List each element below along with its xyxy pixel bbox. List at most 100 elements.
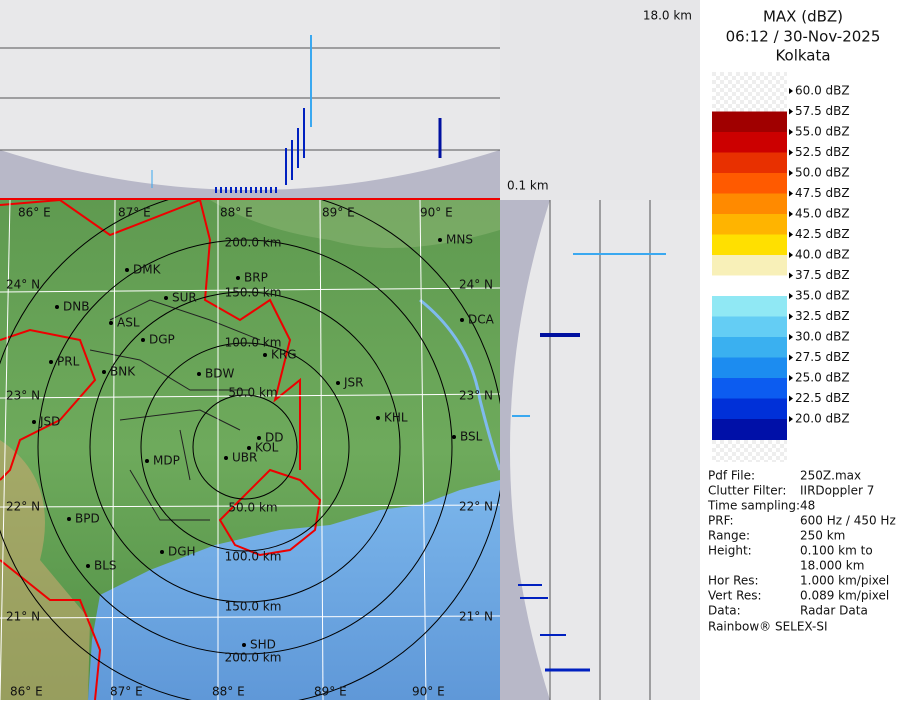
city-dot [67,517,71,521]
info-value: 0.089 km/pixel [800,589,889,603]
city-label: BRP [244,271,268,285]
range-label: 200.0 km [225,651,282,665]
legend-swatch [712,193,787,215]
legend-tick [789,231,793,238]
city-dot [32,420,36,424]
city-dot [460,318,464,322]
legend-swatch [712,337,787,358]
legend-tick [789,416,793,422]
echo-profile [512,253,666,672]
longitude-label: 90° E [412,685,445,699]
cone [0,150,500,200]
legend-label: 42.5 dBZ [795,227,850,241]
latitude-label: 24° N [6,278,40,292]
latitude-label: 22° N [6,500,40,514]
legend-swatch [712,234,787,256]
legend-label: 37.5 dBZ [795,268,850,282]
legend-swatch [712,111,787,133]
city-label: MNS [446,233,473,247]
legend-label: 35.0 dBZ [795,289,850,303]
info-value: 250Z.max [800,469,861,483]
city-dot [197,372,201,376]
city-dot [257,436,261,440]
legend-label: 52.5 dBZ [795,145,850,159]
legend-swatch [712,419,787,440]
range-label: 150.0 km [225,286,282,300]
range-label: 100.0 km [225,550,282,564]
info-value: 18.000 km [800,559,864,573]
range-label: 50.0 km [228,386,277,400]
city-dot [141,338,145,342]
legend-swatch [712,378,787,399]
latitude-label: 24° N [459,278,493,292]
city-dot [102,370,106,374]
city-dot [452,435,456,439]
city-dot [145,459,149,463]
info-label: Data: [708,604,741,618]
legend-tick [789,354,793,361]
legend-swatch [712,152,787,174]
info-label: Height: [708,544,752,558]
title: MAX (dBZ) [763,8,843,26]
info-value: 600 Hz / 450 Hz [800,514,896,528]
city-dot [224,456,228,460]
legend-tick [789,211,793,217]
info-value: Radar Data [800,604,868,618]
legend-tick [789,313,793,320]
legend-label: 27.5 dBZ [795,350,850,364]
legend-tick [789,190,793,197]
city-label: DGP [149,333,175,347]
city-label: BSL [460,430,483,444]
legend-tick [789,88,793,94]
longitude-label: 90° E [420,206,453,220]
legend-swatch [712,357,787,379]
range-label: 200.0 km [225,236,282,250]
info-label: Pdf File: [708,469,755,483]
legend-label: 60.0 dBZ [795,84,850,98]
info-value: 0.100 km to [800,544,873,558]
city-dot [242,643,246,647]
latitude-label: 22° N [459,500,493,514]
city-label: DNB [63,300,89,314]
legend-label: 32.5 dBZ [795,309,850,323]
legend-tick [789,129,793,135]
city-label: SUR [172,291,197,305]
info-value: 250 km [800,529,845,543]
info-label: Range: [708,529,750,543]
city-dot [86,564,90,568]
info-label: Vert Res: [708,589,762,603]
legend-tick [789,293,793,299]
legend-tick [789,252,793,258]
city-dot [376,416,380,420]
city-label: SHD [250,638,276,652]
legend-tick [789,375,793,381]
border [0,198,500,200]
legend-label: 22.5 dBZ [795,391,850,405]
city-label: BDW [205,367,234,381]
legend-label: 45.0 dBZ [795,207,850,221]
legend-swatch [712,296,787,317]
legend-label: 30.0 dBZ [795,330,850,344]
corner-panel [500,0,700,200]
range-label: 100.0 km [225,336,282,350]
latitude-label: 21° N [6,610,40,624]
legend-tick [789,108,793,115]
city-dot [164,296,168,300]
legend-swatch [712,214,787,235]
city-dot [247,446,251,450]
longitude-label: 86° E [10,685,43,699]
longitude-label: 87° E [110,685,143,699]
city-label: MDP [153,454,180,468]
legend-swatch [712,316,787,338]
city-label: BNK [110,365,136,379]
longitude-label: 89° E [322,206,355,220]
legend-tick [789,272,793,279]
city-label: PRL [57,355,80,369]
cone [500,200,550,700]
longitude-label: 88° E [220,206,253,220]
legend-transparent [712,72,787,112]
city-label: KRG [271,348,297,362]
info-label: PRF: [708,514,734,528]
legend-label: 40.0 dBZ [795,248,850,262]
